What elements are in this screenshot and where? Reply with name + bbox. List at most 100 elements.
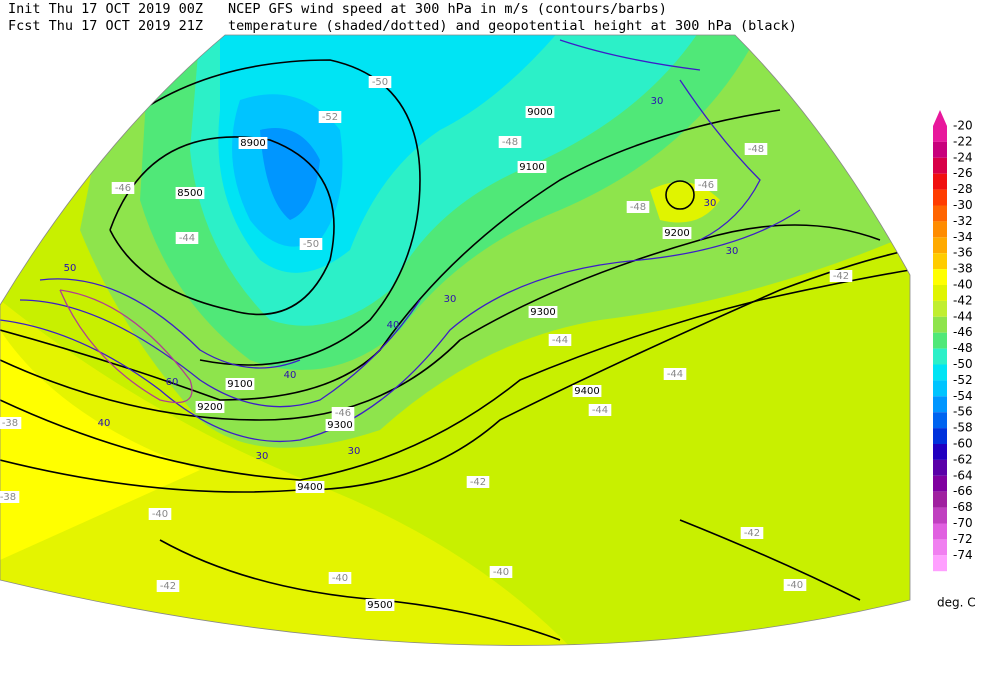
label-box: [175, 232, 199, 244]
legend-swatch: [933, 555, 947, 572]
map-label: 9200: [664, 228, 689, 239]
legend-label: -58: [953, 421, 973, 435]
map-label: -48: [748, 144, 764, 155]
map-label: 30: [348, 446, 361, 457]
legend-swatch: [933, 428, 947, 444]
legend-swatch: [933, 507, 947, 524]
label-box: [662, 227, 692, 239]
label-box: [175, 187, 205, 199]
legend-label: -40: [953, 278, 973, 292]
legend-swatch: [933, 221, 947, 238]
map-label: 9400: [297, 482, 322, 493]
map-label: -52: [322, 112, 338, 123]
map-label: -44: [552, 335, 568, 346]
label-box: [0, 491, 20, 503]
legend-label: -68: [953, 500, 973, 514]
legend-swatch: [933, 475, 947, 492]
label-box: [195, 401, 225, 413]
map-label: 30: [256, 451, 269, 462]
label-box: [740, 527, 764, 539]
legend-label: -66: [953, 484, 973, 498]
legend-swatch: [933, 189, 947, 206]
map-label: 30: [726, 246, 739, 257]
legend-label: -52: [953, 373, 973, 387]
map-label: 8900: [240, 138, 265, 149]
label-box: [489, 566, 513, 578]
map-label: 9200: [197, 402, 222, 413]
label-box: [694, 179, 718, 191]
map-label: 40: [98, 418, 111, 429]
legend-swatch: [933, 491, 947, 508]
label-box: [517, 161, 547, 173]
map-label: -44: [667, 369, 683, 380]
label-box: [588, 404, 612, 416]
legend-swatch: [933, 285, 947, 301]
label-box: [225, 378, 255, 390]
map-label: -42: [833, 271, 849, 282]
legend-label: -22: [953, 134, 973, 148]
label-box: [238, 137, 268, 149]
legend-swatch: [933, 157, 947, 174]
label-box: [331, 407, 355, 419]
map-label: -46: [115, 183, 131, 194]
label-box: [829, 270, 853, 282]
legend-swatch: [933, 126, 947, 142]
title-line-2: temperature (shaded/dotted) and geopoten…: [228, 18, 797, 34]
map-label: -42: [744, 528, 760, 539]
map-label: 9000: [527, 107, 552, 118]
label-box: [498, 136, 522, 148]
label-box: [299, 238, 323, 250]
label-box: [0, 417, 22, 429]
legend-arrow: [933, 110, 947, 126]
legend-label: -36: [953, 246, 973, 260]
map-label: -44: [179, 233, 195, 244]
map-label: -46: [335, 408, 351, 419]
map-label: -44: [592, 405, 608, 416]
legend-swatch: [933, 205, 947, 222]
map-label: 40: [387, 320, 400, 331]
legend-swatch: [933, 523, 947, 540]
legend-label: -28: [953, 182, 973, 196]
legend-swatch: [933, 444, 947, 460]
map-label: 9400: [574, 386, 599, 397]
map-label: -42: [160, 581, 176, 592]
legend-swatch: [933, 364, 947, 381]
title-line-1: NCEP GFS wind speed at 300 hPa in m/s (c…: [228, 1, 667, 17]
legend-label: -48: [953, 341, 973, 355]
legend-swatch: [933, 539, 947, 556]
map-label: 30: [704, 198, 717, 209]
label-box: [328, 572, 352, 584]
map-label: -48: [630, 202, 646, 213]
legend-swatch: [933, 332, 947, 349]
legend-label: -42: [953, 293, 973, 307]
legend-swatch: [933, 253, 947, 270]
legend-unit: deg. C: [937, 596, 976, 610]
label-box: [548, 334, 572, 346]
label-box: [528, 306, 558, 318]
legend-label: -54: [953, 389, 973, 403]
legend-swatch: [933, 300, 947, 317]
label-box: [325, 419, 355, 431]
label-box: [148, 508, 172, 520]
label-box: [744, 143, 768, 155]
wind-contours: [0, 39, 801, 443]
map-label: -40: [152, 509, 168, 520]
label-box: [156, 580, 180, 592]
label-box: [365, 599, 395, 611]
label-box: [572, 385, 602, 397]
legend-label: -64: [953, 468, 973, 482]
label-box: [525, 106, 555, 118]
legend-swatch: [933, 173, 947, 190]
map-label: -50: [372, 77, 388, 88]
legend-swatch: [933, 380, 947, 397]
label-box: [626, 201, 650, 213]
legend-swatch: [933, 237, 947, 254]
legend-swatch: [933, 459, 947, 476]
legend-label: -24: [953, 150, 973, 164]
map-field: [0, 35, 910, 646]
forecast-time: Fcst Thu 17 OCT 2019 21Z: [8, 18, 203, 34]
label-box: [466, 476, 490, 488]
map-label: 9100: [227, 379, 252, 390]
legend-label: -60: [953, 437, 973, 451]
map-label: 50: [64, 263, 77, 274]
